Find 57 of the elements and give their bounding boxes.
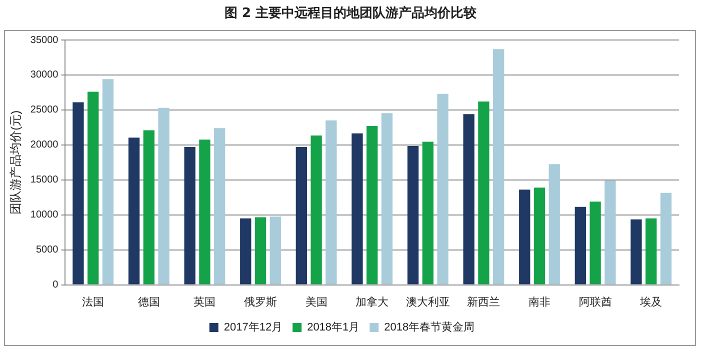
x-tick-label: 埃及: [639, 295, 662, 308]
bar: [143, 130, 154, 284]
y-tick-label: 25000: [30, 104, 59, 116]
x-tick-label: 加拿大: [356, 295, 389, 308]
x-tick-label: 德国: [138, 296, 160, 308]
bar: [184, 147, 196, 284]
bar: [270, 216, 281, 284]
bar: [437, 94, 448, 284]
x-tick-label: 南非: [528, 295, 550, 308]
legend-label: 2018年春节黄金周: [384, 320, 475, 334]
x-tick-label: 俄罗斯: [244, 295, 278, 308]
bar: [534, 188, 546, 284]
x-tick-label: 新西兰: [467, 295, 500, 308]
bar: [366, 126, 378, 284]
bar: [310, 135, 322, 284]
bar: [352, 133, 363, 284]
bar: [463, 114, 474, 284]
bar: [422, 142, 434, 284]
bar: [296, 147, 308, 284]
x-tick-label: 澳大利亚: [406, 295, 450, 308]
legend-label: 2018年1月: [307, 322, 360, 334]
bar: [519, 190, 530, 284]
y-tick-label: 20000: [30, 140, 59, 151]
y-tick-label: 35000: [30, 34, 59, 46]
bar: [326, 120, 337, 284]
chart-title: 图 2 主要中远程目的地团队游产品均价比较: [223, 4, 478, 22]
y-tick-label: 10000: [30, 210, 59, 221]
bar: [254, 217, 266, 284]
legend-label: 2017年12月: [224, 322, 283, 334]
bar: [548, 164, 560, 284]
bar: [590, 202, 601, 284]
bar: [407, 146, 419, 284]
bar: [88, 92, 99, 284]
x-tick-label: 英国: [194, 295, 216, 308]
bar: [478, 102, 490, 284]
bar: [630, 219, 642, 284]
x-tick-label: 法国: [82, 295, 104, 308]
x-tick-label: 阿联酋: [578, 296, 612, 308]
bar: [128, 138, 140, 284]
y-tick-label: 15000: [30, 174, 59, 186]
bar: [199, 140, 210, 284]
bar: [240, 218, 252, 284]
bar: [646, 218, 657, 284]
bar: [574, 206, 586, 284]
bar: [604, 180, 616, 284]
x-tick-label: 美国: [305, 295, 328, 308]
bar: [158, 108, 170, 284]
bar: [214, 128, 226, 284]
y-axis-title: 团队游产品均价(元): [8, 110, 23, 214]
y-tick-label: 5000: [36, 244, 59, 256]
bar: [660, 192, 672, 284]
bar: [493, 49, 504, 284]
bar: [72, 102, 84, 284]
bar: [102, 79, 114, 284]
y-tick-label: 30000: [30, 70, 59, 81]
bar: [381, 113, 393, 284]
y-tick-label: 0: [52, 280, 59, 291]
